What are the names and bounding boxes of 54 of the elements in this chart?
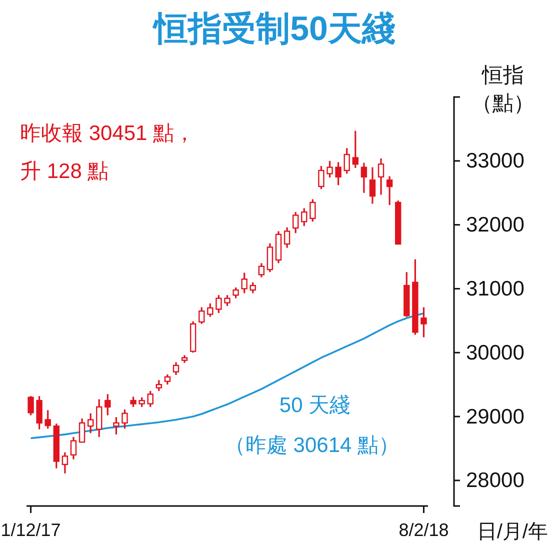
annotation: （昨處 30614 點） (224, 434, 400, 457)
candlestick (335, 161, 342, 186)
y-tick-label: 29000 (466, 405, 524, 428)
y-tick-label: 30000 (466, 341, 524, 364)
candlestick (44, 409, 51, 430)
candlestick (386, 175, 393, 206)
candlestick (266, 242, 274, 273)
candlestick (232, 286, 239, 300)
candlestick (198, 306, 205, 325)
candlestick (62, 452, 68, 474)
candlestick (284, 226, 290, 249)
candlestick (258, 262, 265, 278)
candlestick (70, 436, 77, 460)
annotation: 昨收報 30451 點，升 128 點 (20, 121, 196, 185)
candlestick (207, 302, 214, 318)
y-tick-label: 28000 (466, 469, 524, 492)
candlestick (310, 198, 316, 222)
candlestick (369, 166, 376, 205)
series-label: 50 天綫 (279, 394, 351, 417)
candlestick (104, 393, 111, 416)
x-tick-label: 1/12/17 (0, 520, 61, 540)
candlestick (241, 272, 248, 294)
candlestick (360, 162, 368, 194)
candlestick (301, 207, 308, 227)
candlestick (216, 294, 222, 314)
candlestick (147, 390, 154, 408)
candlestick (96, 398, 102, 438)
candlestick (130, 396, 136, 408)
candlestick (344, 147, 350, 174)
candlestick (87, 412, 94, 434)
candlestick (352, 130, 358, 169)
chart-title: 恒指受制50天綫 (152, 10, 396, 48)
candlestick (292, 211, 299, 234)
candlestick (172, 361, 180, 376)
y-tick-label: 32000 (466, 214, 524, 237)
y-tick-label: 31000 (466, 277, 524, 300)
candlestick (250, 282, 256, 294)
candlestick (122, 408, 128, 430)
candlestick (378, 158, 384, 196)
candlestick (164, 374, 171, 386)
candlestick (138, 396, 145, 408)
candlestick (113, 416, 120, 436)
candlestick (318, 165, 324, 190)
candlestick (28, 395, 34, 416)
y-axis-title: 恒指（點） (470, 63, 536, 117)
candlestick (36, 395, 42, 430)
candlestick (78, 418, 86, 443)
candlestick (420, 306, 427, 338)
candlestick (156, 379, 162, 392)
candlestick (326, 160, 333, 178)
x-axis-title: 日/月/年 (476, 521, 548, 543)
candlestick (224, 294, 230, 307)
x-tick-label: 8/2/18 (398, 520, 449, 540)
y-tick-label: 33000 (466, 150, 524, 173)
